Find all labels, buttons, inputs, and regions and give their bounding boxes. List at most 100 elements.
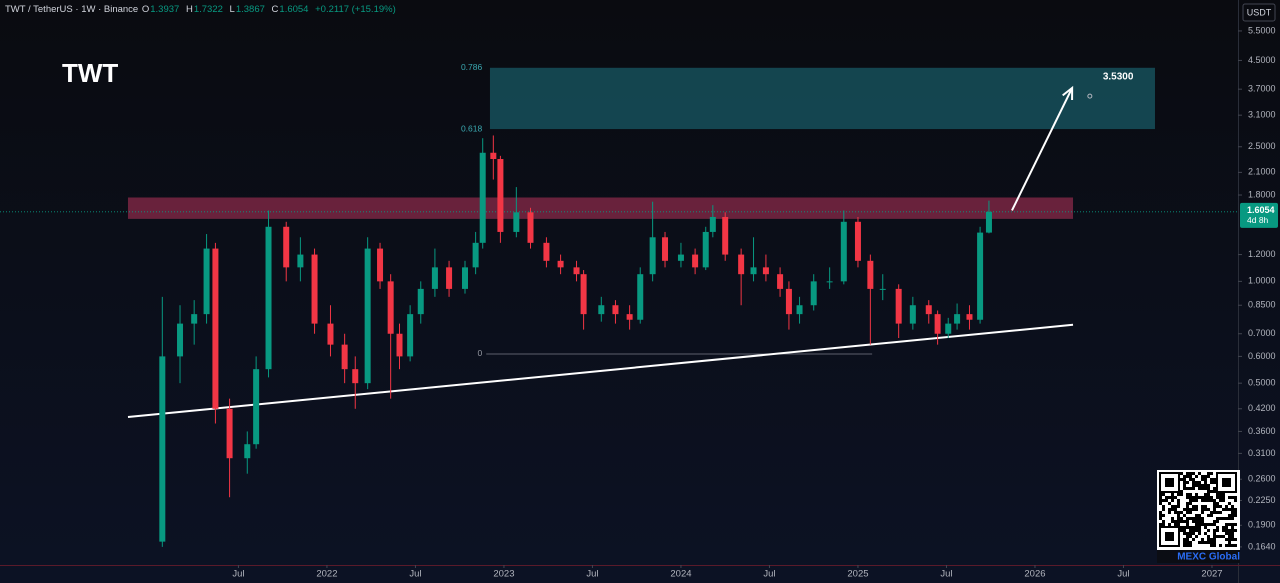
qr-cell: [1207, 487, 1210, 490]
qr-cell: [1204, 532, 1207, 535]
candle-body: [265, 226, 272, 370]
qr-cell: [1189, 535, 1192, 538]
qr-cell: [1177, 502, 1180, 505]
qr-cell: [1213, 490, 1216, 493]
candle-body: [283, 226, 290, 268]
qr-cell: [1189, 511, 1192, 514]
qr-cell: [1222, 496, 1225, 499]
arrow-head: [1062, 85, 1074, 100]
qr-cell: [1201, 538, 1204, 541]
qr-cell: [1234, 496, 1237, 499]
qr-cell: [1192, 517, 1195, 520]
qr-cell: [1186, 472, 1189, 475]
x-tick-label: 2022: [316, 569, 337, 580]
qr-cell: [1213, 508, 1216, 511]
qr-cell: [1189, 478, 1192, 481]
candle-body: [785, 288, 792, 315]
qr-cell: [1198, 517, 1201, 520]
qr-cell: [1189, 532, 1192, 535]
qr-cell: [1228, 541, 1231, 544]
candle-body: [796, 305, 803, 315]
qr-cell: [1204, 475, 1207, 478]
qr-cell: [1201, 478, 1204, 481]
qr-cell: [1207, 475, 1210, 478]
currency-box[interactable]: [1242, 3, 1276, 22]
qr-cell: [1192, 472, 1195, 475]
qr-cell: [1216, 493, 1219, 496]
candle-body: [966, 314, 973, 320]
qr-cell: [1210, 481, 1213, 484]
qr-cell: [1204, 541, 1207, 544]
qr-cell: [1159, 523, 1162, 526]
qr-cell: [1213, 502, 1216, 505]
qr-cell: [1207, 484, 1210, 487]
candle-body: [177, 323, 184, 357]
qr-cell: [1222, 535, 1225, 538]
qr-cell: [1198, 532, 1201, 535]
qr-finder: [1159, 526, 1180, 547]
qr-cell: [1195, 526, 1198, 529]
qr-cell: [1186, 475, 1189, 478]
qr-cell: [1162, 493, 1165, 496]
candle-body: [598, 305, 605, 315]
qr-cell: [1210, 478, 1213, 481]
candle-body: [867, 260, 874, 289]
qr-cell: [1225, 508, 1228, 511]
qr-cell: [1210, 496, 1213, 499]
x-tick-label: Jul: [763, 569, 775, 580]
qr-cell: [1198, 514, 1201, 517]
candle-body: [895, 288, 902, 324]
qr-cell: [1165, 499, 1168, 502]
candle-body: [945, 323, 952, 334]
qr-finder: [1216, 472, 1237, 493]
qr-cell: [1195, 484, 1198, 487]
qr-cell: [1210, 472, 1213, 475]
qr-finder: [1159, 472, 1180, 493]
qr-cell: [1192, 505, 1195, 508]
qr-cell: [1231, 508, 1234, 511]
y-tick-label: 5.5000: [1248, 25, 1276, 35]
qr-cell: [1198, 496, 1201, 499]
value: 1.3867: [235, 4, 265, 15]
candle-body: [557, 260, 564, 268]
candle-body: [490, 152, 497, 160]
qr-cell: [1210, 544, 1213, 547]
label: C: [271, 4, 279, 15]
y-tick-label: 0.2250: [1248, 495, 1276, 505]
qr-cell: [1222, 526, 1225, 529]
label: H: [185, 4, 193, 15]
qr-cell: [1219, 499, 1222, 502]
qr-cell: [1186, 487, 1189, 490]
qr-cell: [1198, 523, 1201, 526]
symbol-title: TWT / TetherUS · 1W · Binance: [5, 4, 139, 15]
y-tick-label: 0.3100: [1248, 448, 1276, 458]
qr-cell: [1186, 541, 1189, 544]
qr-cell: [1213, 520, 1216, 523]
qr-cell: [1186, 502, 1189, 505]
qr-cell: [1231, 514, 1234, 517]
qr-cell: [1234, 508, 1237, 511]
qr-cell: [1210, 514, 1213, 517]
qr-cell: [1192, 532, 1195, 535]
qr-cell: [1189, 529, 1192, 532]
qr-cell: [1213, 511, 1216, 514]
currency[interactable]: USDT: [1247, 7, 1272, 17]
qr-cell: [1231, 496, 1234, 499]
qr-cell: [1183, 475, 1186, 478]
qr-cell: [1171, 499, 1174, 502]
qr-cell: [1174, 508, 1177, 511]
qr-cell: [1174, 511, 1177, 514]
qr-cell: [1177, 514, 1180, 517]
candle-body: [446, 267, 453, 289]
qr-cell: [1189, 541, 1192, 544]
qr-cell: [1189, 496, 1192, 499]
qr-cell: [1228, 508, 1231, 511]
qr-cell: [1228, 535, 1231, 538]
candle-body: [750, 267, 757, 275]
candle-body: [527, 212, 534, 243]
qr-cell: [1219, 535, 1222, 538]
qr-cell: [1204, 499, 1207, 502]
qr-cell: [1222, 517, 1225, 520]
y-tick-label: 0.8500: [1248, 300, 1276, 310]
qr-cell: [1195, 499, 1198, 502]
